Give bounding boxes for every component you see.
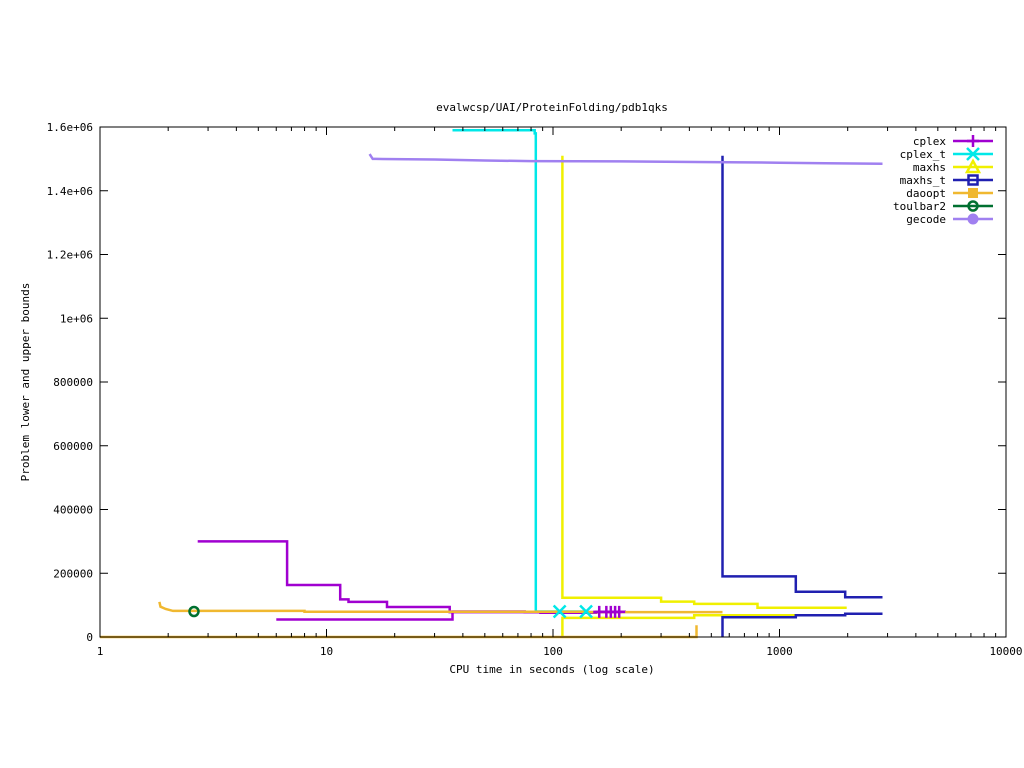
- y-axis: 0 200000 400000 600000 800000 1e+06 1.2e+06 1.4…: [47, 121, 1006, 644]
- x-tick-label: 10: [320, 645, 333, 658]
- series-point-cplex: [613, 605, 626, 618]
- series-line-gecode-upper: [368, 153, 883, 165]
- plot-frame: [99, 126, 1007, 638]
- legend: cplexcplex_tmaxhsmaxhs_tdaoopttoulbar2ge…: [893, 135, 993, 226]
- legend-marker-cplex: [967, 135, 979, 147]
- y-axis-label: Problem lower and upper bounds: [19, 283, 32, 482]
- plot-area: [100, 128, 883, 639]
- legend-label-cplex: cplex: [913, 135, 946, 148]
- plot-markers: [188, 604, 626, 619]
- legend-marker-toulbar2: [967, 200, 979, 212]
- x-tick-label: 10000: [989, 645, 1022, 658]
- legend-label-cplex_t: cplex_t: [900, 148, 946, 161]
- x-tick-label: 1: [97, 645, 104, 658]
- y-tick-label: 1.2e+06: [47, 249, 93, 262]
- legend-label-gecode: gecode: [906, 213, 946, 226]
- x-tick-label: 1000: [766, 645, 793, 658]
- y-tick-label: 400000: [53, 504, 93, 517]
- legend-label-maxhs_t: maxhs_t: [900, 174, 946, 187]
- legend-label-maxhs: maxhs: [913, 161, 946, 174]
- x-tick-label: 100: [543, 645, 563, 658]
- legend-label-daoopt: daoopt: [906, 187, 946, 200]
- legend-marker-daoopt: [968, 188, 978, 198]
- legend-label-toulbar2: toulbar2: [893, 200, 946, 213]
- chart-title: evalwcsp/UAI/ProteinFolding/pdb1qks: [436, 101, 668, 114]
- legend-marker-gecode: [967, 213, 979, 225]
- y-tick-label: 0: [86, 631, 93, 644]
- legend-marker-cplex_t: [966, 147, 980, 161]
- series-line-maxhs-lower: [561, 614, 796, 637]
- x-axis: 1 10 100 1000 10000: [97, 127, 1023, 658]
- y-tick-label: 1.6e+06: [47, 121, 93, 134]
- series-point-cplex_t: [579, 604, 593, 619]
- y-tick-label: 1e+06: [60, 312, 93, 325]
- series-point-cplex_t: [552, 604, 567, 619]
- series-line-maxhs_t-upper: [721, 155, 883, 599]
- y-tick-label: 600000: [53, 440, 93, 453]
- series-line-daoopt-lower: [100, 625, 698, 639]
- series-line-maxhs-upper: [561, 155, 847, 609]
- y-tick-label: 800000: [53, 376, 93, 389]
- y-tick-label: 200000: [53, 567, 93, 580]
- legend-marker-maxhs_t: [967, 174, 979, 186]
- x-axis-label: CPU time in seconds (log scale): [449, 663, 654, 676]
- y-tick-label: 1.4e+06: [47, 185, 93, 198]
- series-point-toulbar2: [188, 605, 200, 618]
- legend-marker-maxhs: [964, 158, 982, 174]
- series-line-cplex_t-upper: [452, 128, 587, 613]
- series-line-maxhs_t-lower: [721, 612, 883, 637]
